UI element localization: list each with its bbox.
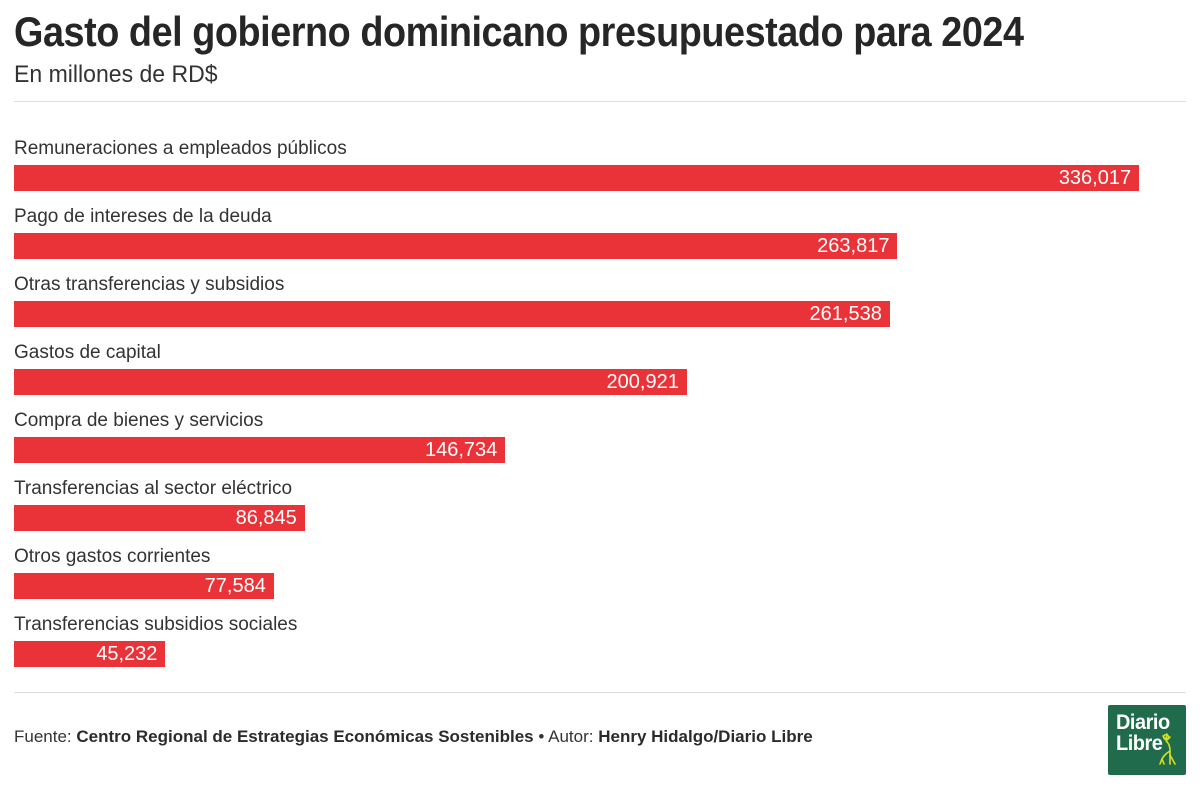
bar-track: 336,017 — [14, 165, 1186, 192]
bar-label: Pago de intereses de la deuda — [14, 206, 272, 228]
bar: 261,538 — [14, 301, 890, 328]
bar-label: Gastos de capital — [14, 342, 161, 364]
bar: 86,845 — [14, 505, 305, 532]
bar-label: Otros gastos corrientes — [14, 546, 211, 568]
bar-label: Remuneraciones a empleados públicos — [14, 138, 347, 160]
footer-text: Fuente: Centro Regional de Estrategias E… — [14, 727, 813, 747]
bar: 263,817 — [14, 233, 898, 260]
logo-text-line2: Libre — [1116, 732, 1163, 755]
bar: 45,232 — [14, 641, 166, 668]
bar-value-label: 45,232 — [96, 643, 158, 666]
bar-row: Gastos de capital 200,921 — [14, 342, 1186, 396]
bar-row: Pago de intereses de la deuda 263,817 — [14, 206, 1186, 260]
bar-label: Transferencias al sector eléctrico — [14, 478, 293, 500]
bar-label: Compra de bienes y servicios — [14, 410, 264, 432]
bar-value-label: 77,584 — [204, 575, 266, 598]
bar-value-label: 261,538 — [809, 303, 882, 326]
bar-track: 86,845 — [14, 505, 1186, 532]
bar-row: Transferencias subsidios sociales 45,232 — [14, 614, 1186, 668]
logo-text-line1: Diario — [1116, 711, 1170, 734]
bar-track: 45,232 — [14, 641, 1186, 668]
header-divider — [14, 101, 1186, 103]
bar: 336,017 — [14, 165, 1140, 192]
header: Gasto del gobierno dominicano presupuest… — [14, 8, 1186, 103]
bar-track: 261,538 — [14, 301, 1186, 328]
bar-track: 146,734 — [14, 437, 1186, 464]
separator-dot: • — [538, 727, 545, 746]
page-subtitle: En millones de RD$ — [14, 61, 218, 89]
bar-label: Otras transferencias y subsidios — [14, 274, 285, 296]
bar-row: Otras transferencias y subsidios 261,538 — [14, 274, 1186, 328]
bar-value-label: 200,921 — [606, 371, 679, 394]
diario-libre-logo: Diario Libre — [1108, 705, 1186, 775]
bar-row: Compra de bienes y servicios 146,734 — [14, 410, 1186, 464]
bar-label: Transferencias subsidios sociales — [14, 614, 298, 636]
bar: 200,921 — [14, 369, 687, 396]
bar-row: Otros gastos corrientes 77,584 — [14, 546, 1186, 600]
bar-chart: Remuneraciones a empleados públicos 336,… — [14, 138, 1186, 682]
bar-track: 200,921 — [14, 369, 1186, 396]
bar-value-label: 336,017 — [1058, 167, 1132, 190]
source-name: Centro Regional de Estrategias Económica… — [76, 727, 534, 746]
bar-track: 263,817 — [14, 233, 1186, 260]
bar-value-label: 146,734 — [425, 439, 498, 462]
bar-value-label: 86,845 — [235, 507, 297, 530]
footer: Fuente: Centro Regional de Estrategias E… — [14, 692, 1186, 792]
bar: 146,734 — [14, 437, 506, 464]
source-label: Fuente: — [14, 727, 72, 746]
bar-row: Transferencias al sector eléctrico 86,84… — [14, 478, 1186, 532]
bar: 77,584 — [14, 573, 274, 600]
diario-libre-mascot-icon — [1155, 731, 1181, 772]
author-label: Autor: — [548, 727, 594, 746]
page-title: Gasto del gobierno dominicano presupuest… — [14, 8, 1024, 55]
bar-value-label: 263,817 — [817, 235, 890, 258]
author-name: Henry Hidalgo/Diario Libre — [598, 727, 813, 746]
bar-row: Remuneraciones a empleados públicos 336,… — [14, 138, 1186, 192]
bar-track: 77,584 — [14, 573, 1186, 600]
